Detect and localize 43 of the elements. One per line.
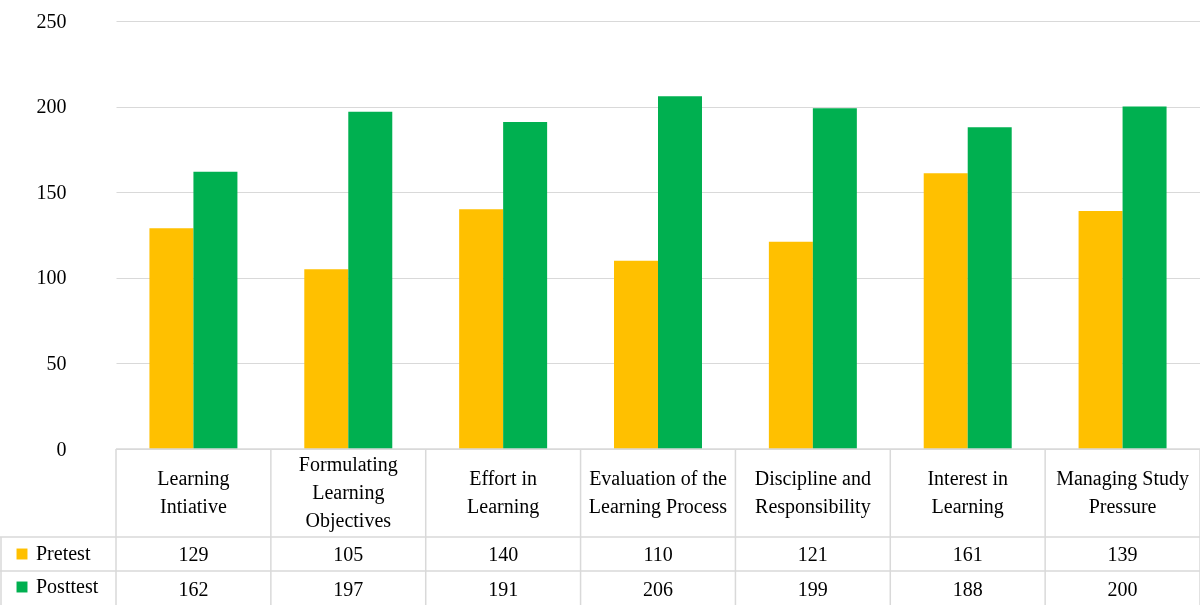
- bar: [768, 241, 813, 449]
- bar: [614, 260, 658, 449]
- x-tick-label: Discipline and Responsibility: [754, 467, 871, 518]
- data-label: 206: [643, 578, 673, 600]
- data-label: 191: [488, 578, 519, 600]
- y-tick-label: 250: [36, 9, 67, 32]
- legend-label: Pretest: [36, 542, 91, 564]
- bar: [503, 122, 548, 449]
- data-label: 161: [952, 543, 983, 565]
- y-tick-label: 0: [56, 437, 67, 460]
- data-label: 162: [178, 578, 209, 600]
- bar: [193, 171, 238, 449]
- x-tick-label: Interest in Learning: [927, 467, 1008, 518]
- data-label: 121: [797, 543, 828, 565]
- data-label: 200: [1107, 578, 1138, 600]
- bar: [658, 96, 702, 449]
- x-tick-label: Managing Study Pressure: [1056, 467, 1189, 517]
- y-tick-label: 100: [36, 266, 67, 289]
- data-label: 188: [952, 578, 983, 600]
- bar: [812, 108, 857, 449]
- bar: [967, 127, 1012, 449]
- data-label: 105: [333, 543, 364, 565]
- x-tick-label: Effort in Learning: [467, 467, 540, 518]
- bar: [1122, 106, 1167, 449]
- bar: [459, 209, 504, 449]
- data-label: 197: [333, 578, 364, 600]
- data-label: 140: [488, 543, 519, 565]
- bar: [348, 111, 393, 449]
- bar: [149, 228, 194, 449]
- legend-label: Posttest: [36, 575, 99, 597]
- x-tick-label: Formulating Learning Objectives: [298, 453, 398, 532]
- data-label: 129: [178, 543, 209, 565]
- data-label: 110: [643, 543, 673, 565]
- bar: [1078, 211, 1123, 449]
- bar: [923, 173, 968, 449]
- data-label: 139: [1107, 543, 1138, 565]
- y-tick-label: 150: [36, 180, 67, 203]
- x-tick-label: Learning Intiative: [157, 467, 230, 517]
- x-tick-label: Evaluation of the Learning Process: [588, 467, 728, 518]
- y-tick-label: 200: [36, 95, 67, 118]
- bar: [304, 269, 349, 449]
- data-label: 199: [797, 578, 828, 600]
- y-tick-label: 50: [46, 351, 67, 374]
